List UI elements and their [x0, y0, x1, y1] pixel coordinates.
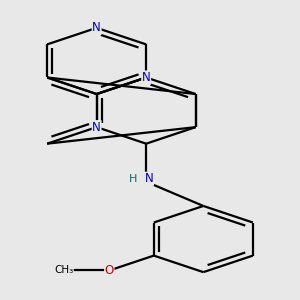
- Text: CH₃: CH₃: [54, 266, 73, 275]
- Text: N: N: [92, 121, 101, 134]
- Text: N: N: [142, 71, 151, 84]
- Text: O: O: [105, 264, 114, 277]
- Text: N: N: [145, 172, 154, 185]
- Text: H: H: [129, 174, 137, 184]
- Text: N: N: [92, 21, 101, 34]
